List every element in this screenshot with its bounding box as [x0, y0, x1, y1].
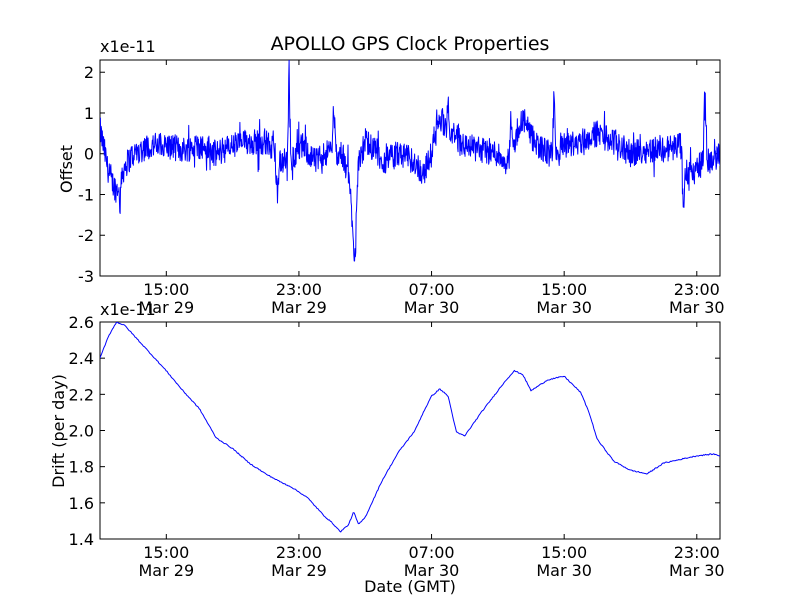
offset-scale-label: x1e-11: [100, 37, 156, 56]
offset-xtick-time-1: 23:00: [276, 280, 322, 299]
drift-xtick-date-4: Mar 30: [669, 561, 725, 580]
offset-xtick-time-2: 07:00: [408, 280, 454, 299]
offset-xtick-date-0: Mar 29: [138, 298, 194, 317]
offset-ytick-label-2: 0: [84, 145, 94, 164]
drift-ytick-label-0: 2.6: [69, 313, 94, 332]
drift-xtick-time-3: 15:00: [541, 543, 587, 562]
offset-series-line: [100, 60, 720, 262]
offset-xtick-date-2: Mar 30: [404, 298, 460, 317]
drift-x-axis-label: Date (GMT): [364, 577, 456, 596]
drift-xtick-time-1: 23:00: [276, 543, 322, 562]
chart-title: APOLLO GPS Clock Properties: [271, 33, 550, 55]
drift-plot-frame: [99, 321, 721, 540]
drift-series-line: [100, 322, 720, 533]
offset-xtick-time-3: 15:00: [541, 280, 587, 299]
offset-xtick-date-1: Mar 29: [271, 298, 327, 317]
offset-plot-frame: [99, 59, 721, 277]
drift-ytick-label-6: 1.4: [69, 530, 94, 549]
offset-xtick-date-3: Mar 30: [536, 298, 592, 317]
offset-ytick-label-1: 1: [84, 104, 94, 123]
drift-xtick-time-4: 23:00: [674, 543, 720, 562]
drift-y-axis-label: Drift (per day): [49, 374, 68, 488]
offset-ytick-label-0: 2: [84, 63, 94, 82]
offset-xtick-time-4: 23:00: [674, 280, 720, 299]
drift-xtick-date-1: Mar 29: [271, 561, 327, 580]
drift-panel: x1e-11 Drift (per day) Date (GMT) 2.6 2.4…: [49, 300, 725, 596]
drift-ytick-label-2: 2.2: [69, 385, 94, 404]
drift-xtick-time-2: 07:00: [408, 543, 454, 562]
drift-xtick-date-3: Mar 30: [536, 561, 592, 580]
offset-xtick-date-4: Mar 30: [669, 298, 725, 317]
drift-ytick-label-1: 2.4: [69, 349, 94, 368]
offset-ytick-label-3: -1: [78, 185, 94, 204]
offset-ytick-label-4: -2: [78, 226, 94, 245]
drift-ytick-label-5: 1.6: [69, 494, 94, 513]
offset-ytick-label-5: -3: [78, 267, 94, 286]
drift-ytick-label-3: 2.0: [69, 422, 94, 441]
drift-xtick-date-0: Mar 29: [138, 561, 194, 580]
drift-scale-label: x1e-11: [100, 300, 156, 319]
drift-ytick-label-4: 1.8: [69, 458, 94, 477]
offset-y-axis-label: Offset: [57, 145, 76, 193]
drift-xtick-date-2: Mar 30: [404, 561, 460, 580]
offset-xtick-time-0: 15:00: [143, 280, 189, 299]
drift-xtick-time-0: 15:00: [143, 543, 189, 562]
